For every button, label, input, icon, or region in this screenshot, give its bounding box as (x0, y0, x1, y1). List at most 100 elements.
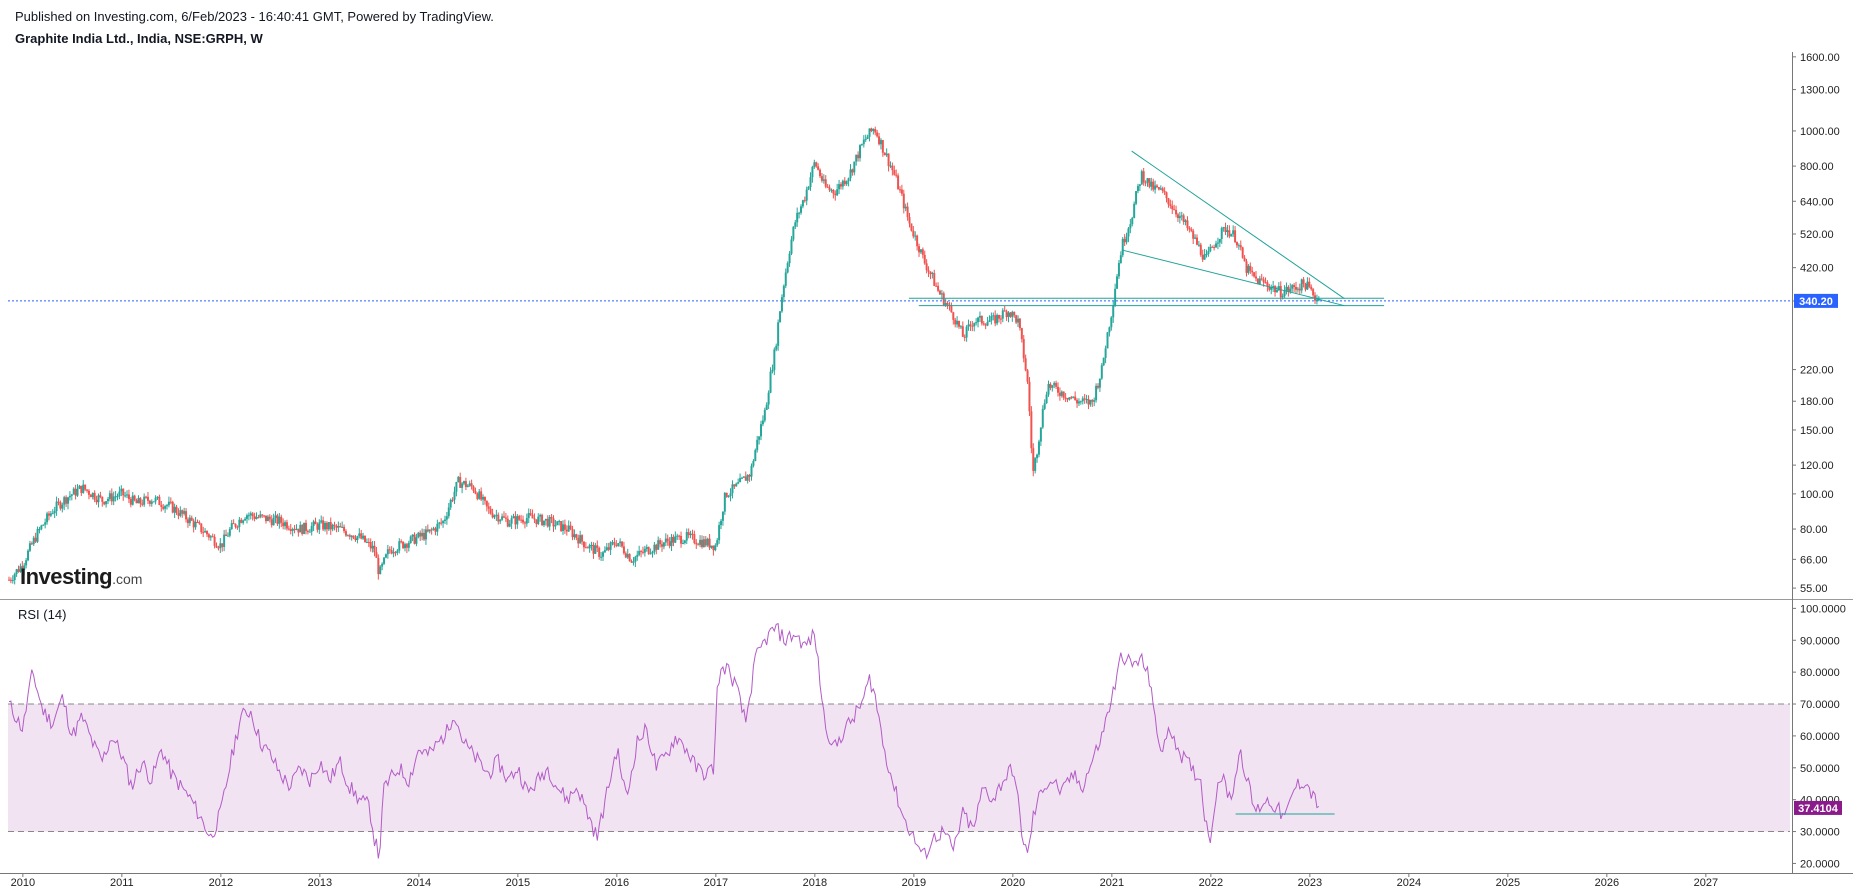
candle-body (181, 510, 184, 514)
candle-body (815, 162, 818, 167)
candle-body (744, 476, 747, 481)
candle-body (849, 169, 852, 179)
rsi-tick-label: 70.0000 (1800, 699, 1840, 711)
candle-body (731, 484, 734, 494)
candle-body (497, 514, 500, 522)
candle-body (615, 544, 618, 546)
candle-body (263, 515, 266, 517)
candle-body (1009, 312, 1012, 317)
candle-body (1142, 171, 1145, 183)
time-tick-label: 2025 (1496, 877, 1520, 889)
candle-body (293, 528, 296, 530)
candle-body (375, 552, 378, 558)
candle-body (980, 315, 983, 324)
candle-body (335, 525, 338, 528)
candle-body (1300, 279, 1303, 291)
candle-body (1247, 265, 1250, 273)
candle-body (78, 485, 81, 489)
candle-body (1116, 276, 1119, 289)
candle-body (341, 526, 344, 528)
candle-body (969, 324, 972, 326)
candle-body (146, 496, 149, 501)
candle-body (885, 153, 888, 156)
candle-body (1110, 317, 1113, 328)
candle-body (419, 532, 422, 537)
candle-body (607, 547, 610, 550)
candle-body (537, 516, 540, 525)
candle-body (106, 499, 109, 502)
candle-body (108, 493, 111, 500)
candle-body (666, 538, 669, 542)
candle-body (760, 424, 763, 437)
candle-body (588, 545, 591, 549)
candle-body (859, 145, 862, 159)
candle-body (697, 544, 700, 546)
candle-body (1024, 358, 1027, 371)
candle-body (133, 495, 136, 501)
candle-body (944, 302, 947, 306)
candle-body (1216, 242, 1219, 244)
candle-body (819, 169, 822, 177)
candle-body (801, 200, 804, 207)
logo-main: Investing (20, 564, 113, 589)
candle-body (457, 476, 460, 482)
candle-body (824, 179, 827, 187)
candle-body (763, 409, 766, 421)
candle-body (1121, 238, 1124, 256)
candle-body (847, 178, 850, 182)
candle-body (1079, 401, 1082, 403)
last-price-label: 340.20 (1799, 296, 1833, 308)
candle-body (1211, 246, 1214, 248)
candle-body (1218, 238, 1221, 243)
price-tick-label: 66.00 (1800, 554, 1828, 566)
candle-body (501, 516, 504, 520)
candle-body (209, 536, 212, 538)
price-tick-label: 420.00 (1800, 263, 1834, 275)
candle-body (491, 513, 494, 518)
candle-body (200, 523, 203, 533)
candle-body (594, 545, 597, 554)
candle-body (25, 560, 28, 566)
time-tick-label: 2012 (209, 877, 233, 889)
candle-body (325, 522, 328, 530)
candle-body (552, 518, 555, 527)
candle-body (784, 272, 787, 286)
candle-body (434, 528, 437, 532)
candle-body (194, 521, 197, 528)
candle-body (356, 536, 359, 541)
candle-body (430, 529, 433, 531)
candle-body (590, 544, 593, 546)
candle-body (103, 501, 106, 505)
candle-body (575, 534, 578, 538)
candle-body (961, 326, 964, 337)
candle-body (95, 499, 98, 503)
rsi-tick-label: 50.0000 (1800, 763, 1840, 775)
candle-body (872, 129, 875, 131)
candle-body (577, 537, 580, 544)
candle-body (958, 320, 961, 327)
candle-body (470, 483, 473, 487)
candle-body (1108, 327, 1111, 333)
candle-body (544, 518, 547, 521)
candle-body (750, 465, 753, 477)
published-line: Published on Investing.com, 6/Feb/2023 -… (15, 9, 494, 24)
candle-body (23, 565, 26, 570)
candle-body (997, 314, 1000, 319)
candle-body (581, 535, 584, 542)
candle-body (1182, 215, 1185, 222)
candle-body (893, 170, 896, 175)
candle-body (1306, 281, 1309, 290)
candle-body (579, 535, 582, 544)
candle-body (977, 317, 980, 323)
candle-body (1274, 286, 1277, 293)
candle-body (436, 523, 439, 532)
candle-body (489, 508, 492, 514)
candle-body (716, 540, 719, 546)
candle-body (611, 542, 614, 544)
candle-body (215, 545, 218, 548)
candle-body (1055, 382, 1058, 387)
candle-body (1167, 198, 1170, 205)
candle-body (27, 550, 30, 561)
candle-body (499, 519, 502, 522)
candle-body (1277, 286, 1280, 290)
